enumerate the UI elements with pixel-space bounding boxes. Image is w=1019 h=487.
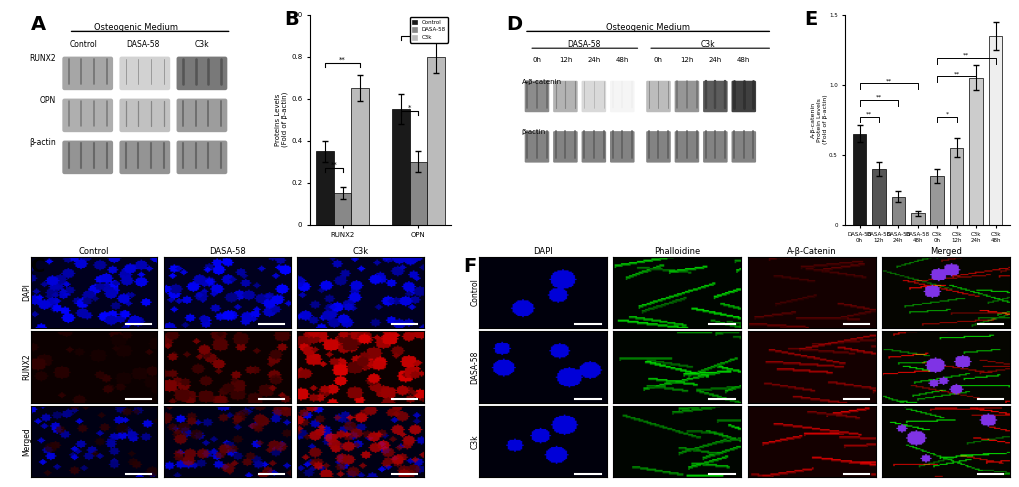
Text: B: B	[284, 10, 299, 29]
Title: C3k: C3k	[352, 247, 368, 256]
FancyBboxPatch shape	[176, 98, 227, 132]
FancyBboxPatch shape	[524, 81, 548, 112]
Text: 24h: 24h	[587, 56, 600, 63]
FancyBboxPatch shape	[62, 56, 113, 90]
Text: A-β-catenin: A-β-catenin	[521, 79, 561, 85]
Y-axis label: A-β-catenin
Protein Levels
(Fold of β-actin): A-β-catenin Protein Levels (Fold of β-ac…	[810, 95, 826, 144]
FancyBboxPatch shape	[581, 131, 605, 163]
Y-axis label: C3k: C3k	[470, 434, 479, 449]
FancyBboxPatch shape	[609, 81, 634, 112]
Text: RUNX2: RUNX2	[30, 54, 56, 63]
Bar	[852, 133, 865, 225]
Text: D: D	[505, 15, 522, 34]
Legend: Control, DASA-58, C3k: Control, DASA-58, C3k	[410, 18, 447, 42]
Text: Osteogenic Medium: Osteogenic Medium	[605, 23, 690, 32]
Text: 24h: 24h	[708, 56, 721, 63]
Text: DASA-58: DASA-58	[567, 40, 599, 49]
Text: 12h: 12h	[558, 56, 572, 63]
Text: Osteogenic Medium: Osteogenic Medium	[95, 23, 178, 32]
FancyBboxPatch shape	[581, 81, 605, 112]
Y-axis label: Control: Control	[470, 279, 479, 306]
Text: Control: Control	[69, 40, 98, 49]
Bar	[968, 77, 982, 225]
Bar	[987, 36, 1002, 225]
FancyBboxPatch shape	[176, 141, 227, 174]
FancyBboxPatch shape	[524, 131, 548, 163]
Title: Merged: Merged	[929, 247, 961, 256]
Text: β-actin: β-actin	[521, 129, 545, 135]
Text: 48h: 48h	[737, 56, 750, 63]
Title: A-β-Catenin: A-β-Catenin	[786, 247, 836, 256]
FancyBboxPatch shape	[62, 141, 113, 174]
Bar	[891, 197, 904, 225]
Bar	[333, 193, 351, 225]
Bar	[351, 88, 368, 225]
Text: 12h: 12h	[680, 56, 693, 63]
FancyBboxPatch shape	[702, 81, 727, 112]
Text: 0h: 0h	[653, 56, 662, 63]
Y-axis label: Proteins Levels
(Fold of β-actin): Proteins Levels (Fold of β-actin)	[274, 92, 288, 147]
Text: **: **	[953, 71, 959, 76]
Text: E: E	[803, 10, 816, 29]
Title: Control: Control	[78, 247, 109, 256]
Bar	[871, 169, 884, 225]
Title: DAPI: DAPI	[533, 247, 552, 256]
Text: *: *	[408, 105, 411, 111]
Text: C3k: C3k	[195, 40, 209, 49]
Bar	[427, 56, 444, 225]
FancyBboxPatch shape	[119, 98, 170, 132]
FancyBboxPatch shape	[646, 81, 671, 112]
Text: **: **	[865, 112, 871, 117]
Text: **: **	[338, 57, 345, 63]
Text: A: A	[31, 15, 46, 34]
Text: *: *	[945, 112, 948, 117]
Text: C3k: C3k	[700, 40, 714, 49]
FancyBboxPatch shape	[674, 81, 698, 112]
Bar	[316, 151, 333, 225]
FancyBboxPatch shape	[702, 131, 727, 163]
Text: DASA-58: DASA-58	[126, 40, 159, 49]
Text: **: **	[884, 78, 891, 83]
FancyBboxPatch shape	[119, 56, 170, 90]
Text: F: F	[463, 257, 476, 276]
Bar	[929, 175, 944, 225]
FancyBboxPatch shape	[552, 131, 577, 163]
Text: β-actin: β-actin	[30, 138, 56, 147]
FancyBboxPatch shape	[731, 81, 755, 112]
Text: **: **	[962, 53, 969, 58]
Text: 0h: 0h	[532, 56, 541, 63]
Text: **: **	[875, 95, 881, 100]
Bar	[910, 213, 923, 225]
FancyBboxPatch shape	[176, 56, 227, 90]
Y-axis label: DASA-58: DASA-58	[470, 350, 479, 384]
Text: **: **	[415, 30, 422, 36]
FancyBboxPatch shape	[731, 131, 755, 163]
Y-axis label: Merged: Merged	[22, 427, 31, 456]
FancyBboxPatch shape	[552, 81, 577, 112]
FancyBboxPatch shape	[674, 131, 698, 163]
Bar	[410, 162, 427, 225]
FancyBboxPatch shape	[646, 131, 671, 163]
FancyBboxPatch shape	[119, 141, 170, 174]
FancyBboxPatch shape	[62, 98, 113, 132]
FancyBboxPatch shape	[609, 131, 634, 163]
Text: 48h: 48h	[615, 56, 629, 63]
Text: C: C	[31, 257, 45, 276]
Bar	[392, 109, 410, 225]
Bar	[949, 148, 963, 225]
Y-axis label: RUNX2: RUNX2	[22, 354, 31, 380]
Title: DASA-58: DASA-58	[209, 247, 246, 256]
Text: OPN: OPN	[40, 96, 56, 105]
Text: **: **	[330, 162, 337, 168]
Title: Phalloidine: Phalloidine	[653, 247, 700, 256]
Y-axis label: DAPI: DAPI	[22, 283, 31, 301]
